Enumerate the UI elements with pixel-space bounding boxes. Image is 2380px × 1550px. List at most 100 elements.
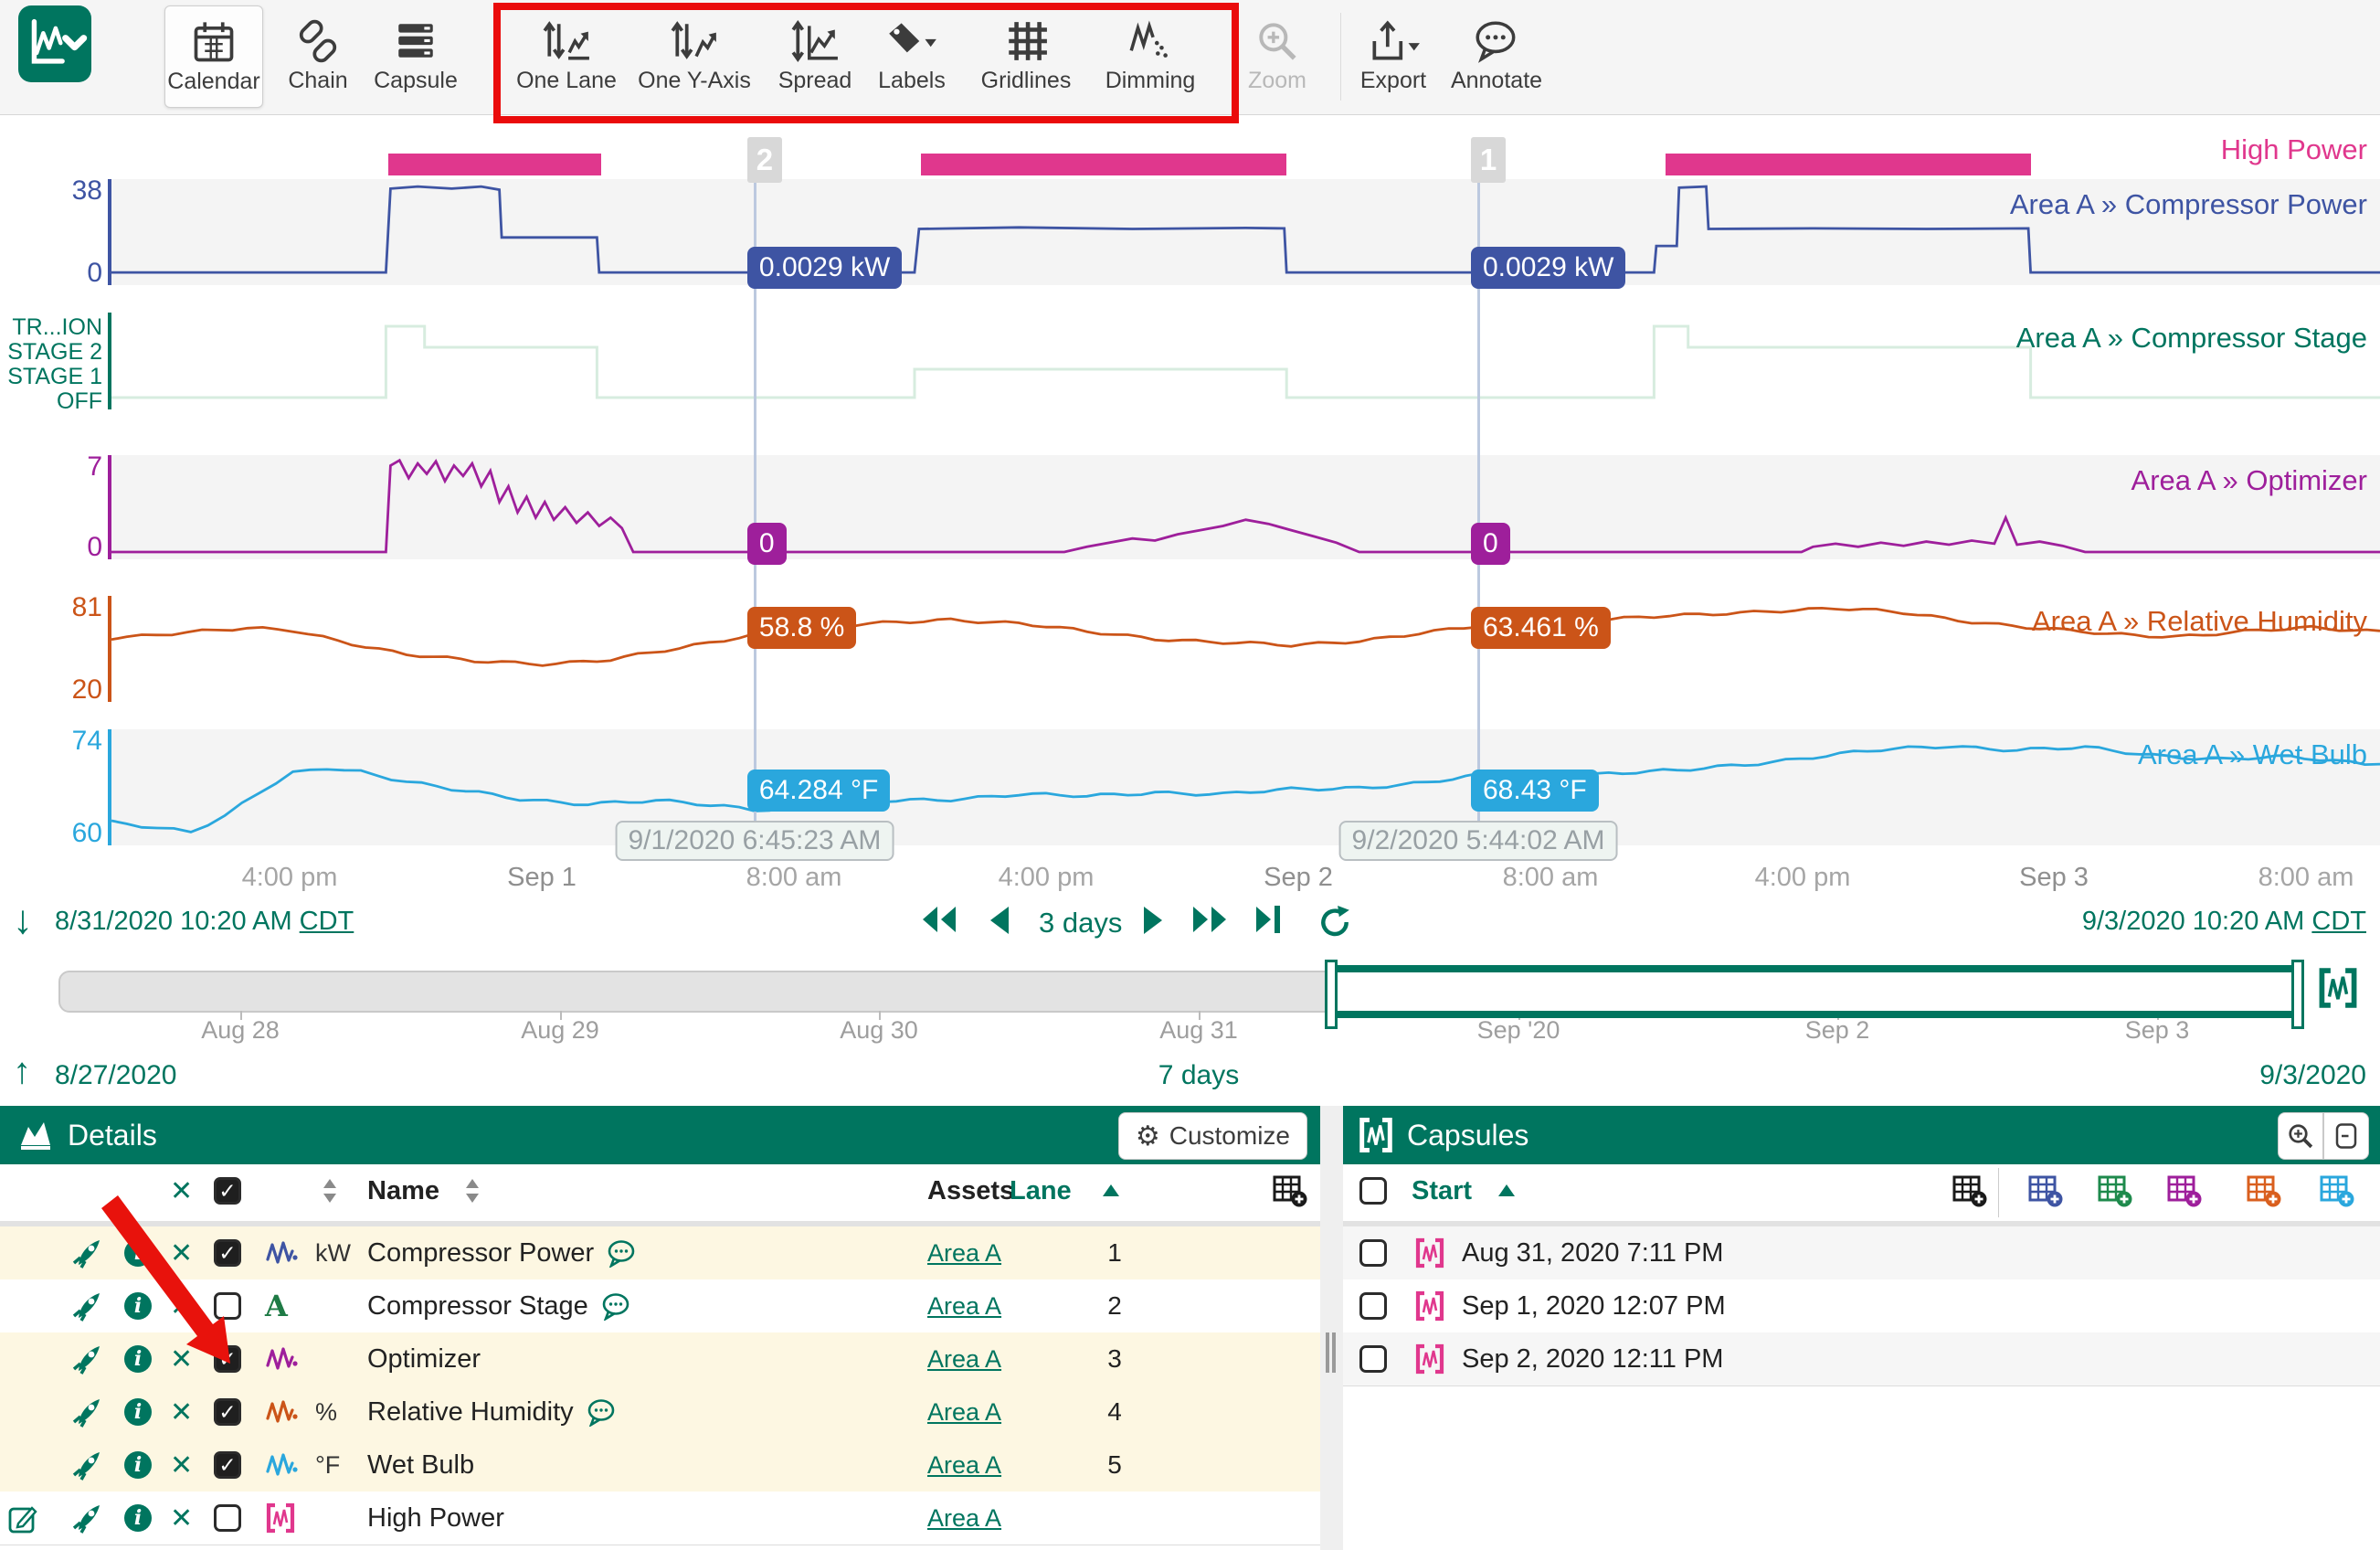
step-to-end-button[interactable]: [1253, 901, 1286, 938]
dimming-button[interactable]: Dimming: [1099, 5, 1201, 106]
step-forward-button[interactable]: [1142, 905, 1166, 936]
cursor-flag-1[interactable]: 1: [1471, 137, 1506, 183]
remove-icon[interactable]: ✕: [170, 1502, 194, 1534]
sort-icon-left[interactable]: [322, 1164, 338, 1217]
info-icon[interactable]: i: [124, 1492, 152, 1545]
row-checkbox[interactable]: [214, 1492, 241, 1545]
edit-icon[interactable]: [7, 1492, 40, 1545]
cursor-flag-2[interactable]: 2: [746, 137, 782, 183]
rocket-icon[interactable]: [71, 1279, 104, 1332]
export-button[interactable]: Export: [1349, 5, 1437, 106]
sort-icon-right[interactable]: [464, 1164, 481, 1217]
add-signal-column-icon-2[interactable]: [2097, 1164, 2133, 1217]
asset-link[interactable]: Area A: [927, 1344, 1002, 1373]
calendar-button[interactable]: Calendar: [164, 5, 263, 108]
step-back-button[interactable]: [987, 905, 1010, 936]
range-end-datetime[interactable]: 9/3/2020 10:20 AM CDT: [2082, 907, 2366, 937]
step-forward-much-button[interactable]: [1190, 901, 1231, 938]
chain-button[interactable]: Chain: [274, 5, 362, 106]
asset-link[interactable]: Area A: [927, 1238, 1002, 1267]
rocket-icon[interactable]: [71, 1332, 104, 1385]
cursor-line-2[interactable]: [753, 140, 756, 841]
remove-icon[interactable]: ✕: [170, 1449, 194, 1481]
remove-icon[interactable]: ✕: [170, 1290, 194, 1322]
select-all-checkbox[interactable]: ✓: [214, 1164, 241, 1217]
caps-select-all-checkbox[interactable]: [1359, 1164, 1387, 1217]
rocket-icon[interactable]: [71, 1439, 104, 1492]
comment-bubble-icon[interactable]: [601, 1292, 632, 1321]
annotate-button[interactable]: Annotate: [1445, 5, 1548, 106]
add-signal-column-icon-3[interactable]: [2166, 1164, 2203, 1217]
range-start-tz[interactable]: CDT: [299, 907, 354, 936]
one-lane-button[interactable]: One Lane: [512, 5, 621, 106]
capsules-add-column-icon[interactable]: [1952, 1164, 1988, 1217]
name-column-header[interactable]: Name: [367, 1175, 439, 1205]
worksheet-view-selector[interactable]: [18, 5, 91, 82]
asset-link[interactable]: Area A: [927, 1291, 1002, 1320]
assets-column-header[interactable]: Assets: [927, 1175, 1015, 1205]
details-add-column-icon[interactable]: [1272, 1164, 1308, 1217]
step-back-much-button[interactable]: [918, 901, 958, 938]
asset-link[interactable]: Area A: [927, 1450, 1002, 1479]
range-end-tz[interactable]: CDT: [2311, 907, 2366, 936]
investigate-start-date[interactable]: 8/27/2020: [55, 1060, 177, 1090]
info-icon[interactable]: i: [124, 1439, 152, 1492]
sort-icon[interactable]: [464, 1177, 481, 1205]
rocket-icon[interactable]: [71, 1226, 104, 1279]
row-checkbox[interactable]: ✓: [214, 1226, 241, 1279]
comment-bubble-icon[interactable]: [587, 1398, 618, 1427]
asset-link[interactable]: Area A: [927, 1397, 1002, 1426]
add-column-icon[interactable]: [1272, 1173, 1308, 1209]
row-checkbox[interactable]: ✓: [214, 1332, 241, 1385]
timeline-selected-range[interactable]: [1328, 965, 2295, 1018]
capsules-zoom-button[interactable]: [2278, 1112, 2323, 1160]
comment-bubble-icon[interactable]: [607, 1239, 638, 1268]
remove-icon[interactable]: ✕: [170, 1343, 194, 1375]
lane-column-header[interactable]: Lane: [1010, 1175, 1072, 1205]
cursor-line-1[interactable]: [1477, 140, 1480, 841]
remove-icon[interactable]: ✕: [170, 1237, 194, 1269]
panel-divider[interactable]: [1320, 1106, 1343, 1550]
add-signal-column-icon-4[interactable]: [2246, 1164, 2282, 1217]
remove-all-icon[interactable]: ✕: [170, 1175, 194, 1206]
start-column-header[interactable]: Start: [1412, 1175, 1473, 1205]
capsule-bar-3[interactable]: [1665, 154, 2031, 175]
add-column-icon[interactable]: [2246, 1173, 2282, 1209]
info-icon[interactable]: i: [124, 1226, 152, 1279]
add-column-icon[interactable]: [1952, 1173, 1988, 1209]
row-checkbox[interactable]: [214, 1279, 241, 1332]
capsule-row-checkbox[interactable]: [1359, 1279, 1387, 1332]
info-icon[interactable]: i: [124, 1332, 152, 1385]
zoom-button[interactable]: Zoom: [1235, 5, 1319, 106]
range-start-arrow-icon[interactable]: ↓: [13, 897, 33, 942]
info-icon[interactable]: i: [124, 1279, 152, 1332]
investigate-duration[interactable]: 7 days: [1158, 1060, 1240, 1090]
edit-icon[interactable]: [7, 1502, 40, 1534]
asset-link[interactable]: Area A: [927, 1503, 1002, 1532]
capsules-collapse-button[interactable]: [2323, 1112, 2369, 1160]
add-column-icon[interactable]: [2166, 1173, 2203, 1209]
timeline-capsule-icon[interactable]: [2317, 967, 2359, 1009]
refresh-button[interactable]: [1317, 905, 1352, 940]
investigate-range-arrow-icon[interactable]: ↑: [13, 1051, 31, 1091]
add-column-icon[interactable]: [2319, 1173, 2355, 1209]
capsule-bar-2[interactable]: [921, 154, 1287, 175]
capsule-time-button[interactable]: Capsule: [368, 5, 463, 106]
add-column-icon[interactable]: [2097, 1173, 2133, 1209]
duration-selector[interactable]: 3 days: [1039, 907, 1123, 939]
investigate-end-date[interactable]: 9/3/2020: [2259, 1060, 2366, 1090]
row-checkbox[interactable]: ✓: [214, 1385, 241, 1439]
add-column-icon[interactable]: [2027, 1173, 2064, 1209]
gridlines-button[interactable]: Gridlines: [971, 5, 1081, 106]
rocket-icon[interactable]: [71, 1492, 104, 1545]
one-y-axis-button[interactable]: One Y-Axis: [634, 5, 755, 106]
spread-button[interactable]: Spread: [769, 5, 861, 106]
row-checkbox[interactable]: ✓: [214, 1439, 241, 1492]
timeline-handle-right[interactable]: [2291, 960, 2304, 1029]
add-signal-column-icon-1[interactable]: [2027, 1164, 2064, 1217]
info-icon[interactable]: i: [124, 1385, 152, 1439]
sort-icon[interactable]: [322, 1177, 338, 1205]
remove-icon[interactable]: ✕: [170, 1396, 194, 1428]
timeline-handle-left[interactable]: [1325, 960, 1338, 1029]
rocket-icon[interactable]: [71, 1385, 104, 1439]
